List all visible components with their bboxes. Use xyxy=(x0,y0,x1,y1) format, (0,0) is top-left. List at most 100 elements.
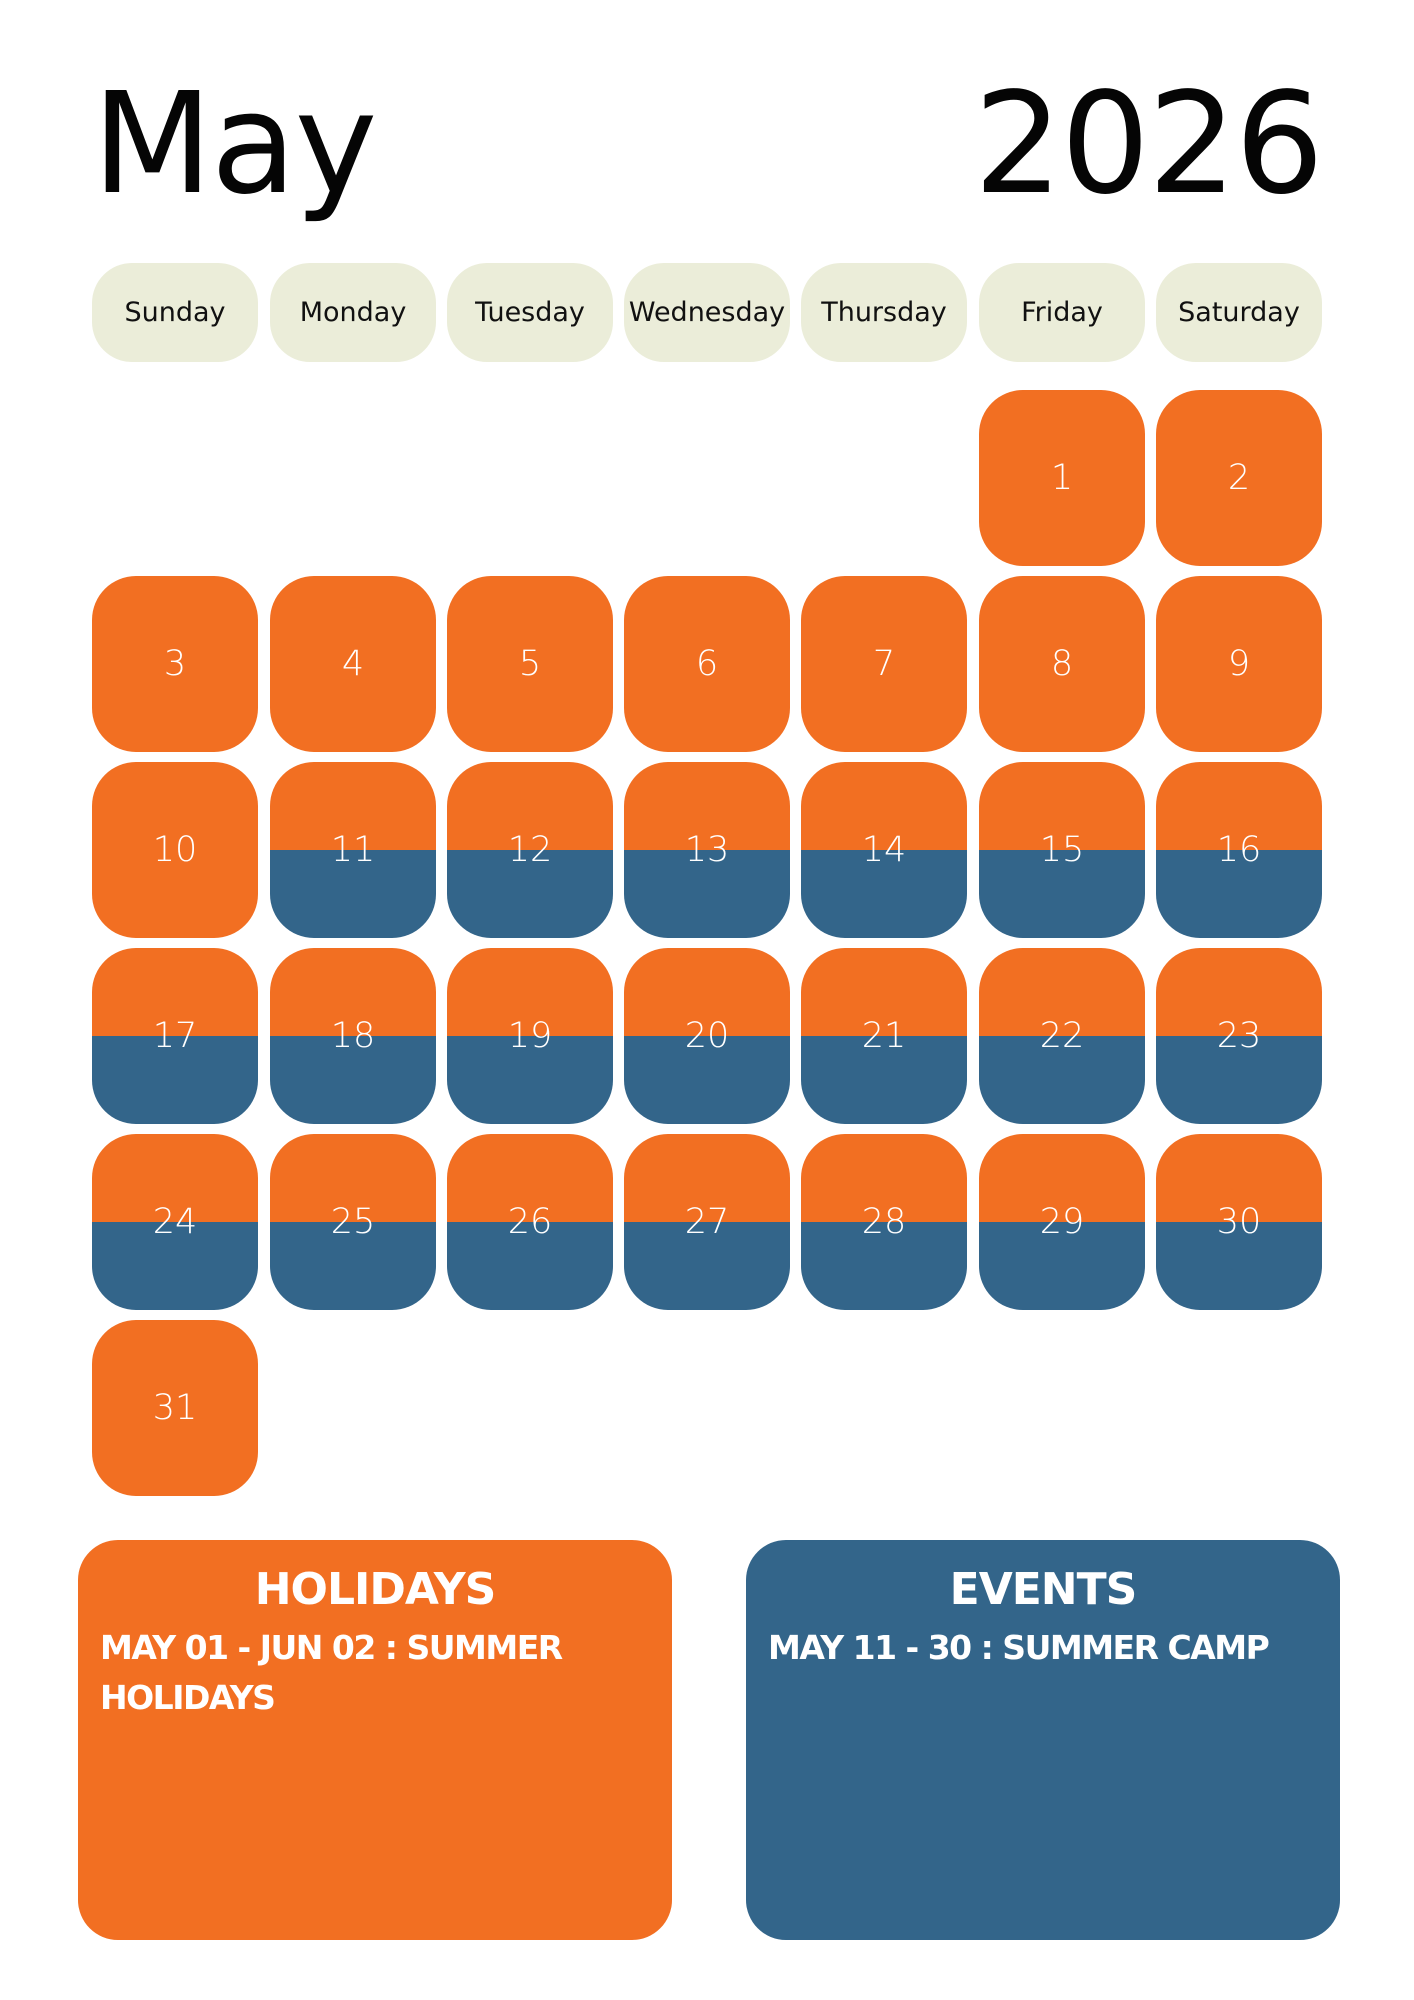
day-cell-21[interactable]: 21 xyxy=(801,948,967,1124)
day-number: 11 xyxy=(330,830,376,870)
holiday-marker xyxy=(801,948,967,1036)
day-cell-4[interactable]: 4 xyxy=(270,576,436,752)
day-number: 10 xyxy=(152,830,198,870)
day-cell-2[interactable]: 2 xyxy=(1156,390,1322,566)
day-number: 17 xyxy=(152,1016,198,1056)
day-number: 12 xyxy=(507,830,553,870)
event-marker xyxy=(270,1222,436,1310)
events-title: EVENTS xyxy=(949,1564,1138,1615)
holiday-marker xyxy=(1156,948,1322,1036)
event-marker xyxy=(447,1036,613,1124)
day-number: 3 xyxy=(163,644,187,684)
day-cell-11[interactable]: 11 xyxy=(270,762,436,938)
day-number: 22 xyxy=(1039,1016,1085,1056)
holiday-marker xyxy=(979,762,1145,850)
holidays-text: MAY 01 - JUN 02 : SUMMER HOLIDAYS xyxy=(100,1628,563,1717)
holiday-marker xyxy=(801,762,967,850)
day-cell-18[interactable]: 18 xyxy=(270,948,436,1124)
day-cell-1[interactable]: 1 xyxy=(979,390,1145,566)
holiday-marker xyxy=(624,948,790,1036)
holiday-marker xyxy=(979,948,1145,1036)
day-cell-30[interactable]: 30 xyxy=(1156,1134,1322,1310)
day-cell-5[interactable]: 5 xyxy=(447,576,613,752)
day-number: 19 xyxy=(507,1016,553,1056)
holiday-marker xyxy=(447,1134,613,1222)
day-cell-7[interactable]: 7 xyxy=(801,576,967,752)
day-cell-24[interactable]: 24 xyxy=(92,1134,258,1310)
event-marker xyxy=(447,1222,613,1310)
event-marker xyxy=(270,850,436,938)
weekday-header-saturday: Saturday xyxy=(1156,263,1322,362)
day-cell-13[interactable]: 13 xyxy=(624,762,790,938)
event-marker xyxy=(447,850,613,938)
day-number: 30 xyxy=(1216,1202,1262,1242)
day-cell-20[interactable]: 20 xyxy=(624,948,790,1124)
day-number: 14 xyxy=(861,830,907,870)
day-cell-25[interactable]: 25 xyxy=(270,1134,436,1310)
month-title: May xyxy=(92,63,377,226)
event-marker xyxy=(1156,1222,1322,1310)
holidays-title: HOLIDAYS xyxy=(254,1564,497,1615)
day-cell-29[interactable]: 29 xyxy=(979,1134,1145,1310)
day-cell-6[interactable]: 6 xyxy=(624,576,790,752)
holiday-marker xyxy=(1156,762,1322,850)
day-number: 20 xyxy=(684,1016,730,1056)
day-number: 24 xyxy=(152,1202,198,1242)
day-cell-17[interactable]: 17 xyxy=(92,948,258,1124)
day-cell-31[interactable]: 31 xyxy=(92,1320,258,1496)
event-marker xyxy=(801,1222,967,1310)
event-marker xyxy=(624,850,790,938)
day-number: 7 xyxy=(872,644,896,684)
day-number: 27 xyxy=(684,1202,730,1242)
day-cell-23[interactable]: 23 xyxy=(1156,948,1322,1124)
events-text: MAY 11 - 30 : SUMMER CAMP xyxy=(768,1628,1270,1667)
holiday-marker xyxy=(447,762,613,850)
weekday-header-friday: Friday xyxy=(979,263,1145,362)
day-number: 28 xyxy=(861,1202,907,1242)
day-cell-16[interactable]: 16 xyxy=(1156,762,1322,938)
holiday-marker xyxy=(270,1134,436,1222)
holiday-marker xyxy=(1156,1134,1322,1222)
day-number: 1 xyxy=(1050,458,1074,498)
day-number: 8 xyxy=(1050,644,1074,684)
event-marker xyxy=(270,1036,436,1124)
day-number: 5 xyxy=(518,644,542,684)
day-cell-10[interactable]: 10 xyxy=(92,762,258,938)
day-number: 21 xyxy=(861,1016,907,1056)
day-number: 23 xyxy=(1216,1016,1262,1056)
day-number: 9 xyxy=(1227,644,1251,684)
event-marker xyxy=(801,1036,967,1124)
day-cell-22[interactable]: 22 xyxy=(979,948,1145,1124)
day-cell-3[interactable]: 3 xyxy=(92,576,258,752)
day-number: 25 xyxy=(330,1202,376,1242)
event-marker xyxy=(979,850,1145,938)
event-marker xyxy=(92,1036,258,1124)
day-number: 4 xyxy=(341,644,365,684)
holiday-marker xyxy=(270,948,436,1036)
event-marker xyxy=(801,850,967,938)
weekday-header-wednesday: Wednesday xyxy=(624,263,790,362)
weekday-header-thursday: Thursday xyxy=(801,263,967,362)
event-marker xyxy=(979,1036,1145,1124)
day-cell-8[interactable]: 8 xyxy=(979,576,1145,752)
day-cell-19[interactable]: 19 xyxy=(447,948,613,1124)
event-marker xyxy=(624,1036,790,1124)
day-cell-28[interactable]: 28 xyxy=(801,1134,967,1310)
day-cell-15[interactable]: 15 xyxy=(979,762,1145,938)
day-number: 18 xyxy=(330,1016,376,1056)
day-cell-12[interactable]: 12 xyxy=(447,762,613,938)
holiday-marker xyxy=(624,762,790,850)
day-cell-26[interactable]: 26 xyxy=(447,1134,613,1310)
day-cell-27[interactable]: 27 xyxy=(624,1134,790,1310)
holidays-panel: HOLIDAYS MAY 01 - JUN 02 : SUMMER HOLIDA… xyxy=(78,1540,672,1940)
day-number: 31 xyxy=(152,1388,198,1428)
year-title: 2026 xyxy=(973,63,1324,226)
holiday-marker xyxy=(270,762,436,850)
holiday-marker xyxy=(979,1134,1145,1222)
day-cell-14[interactable]: 14 xyxy=(801,762,967,938)
day-number: 29 xyxy=(1039,1202,1085,1242)
day-cell-9[interactable]: 9 xyxy=(1156,576,1322,752)
weekday-header-sunday: Sunday xyxy=(92,263,258,362)
day-number: 16 xyxy=(1216,830,1262,870)
day-number: 26 xyxy=(507,1202,553,1242)
